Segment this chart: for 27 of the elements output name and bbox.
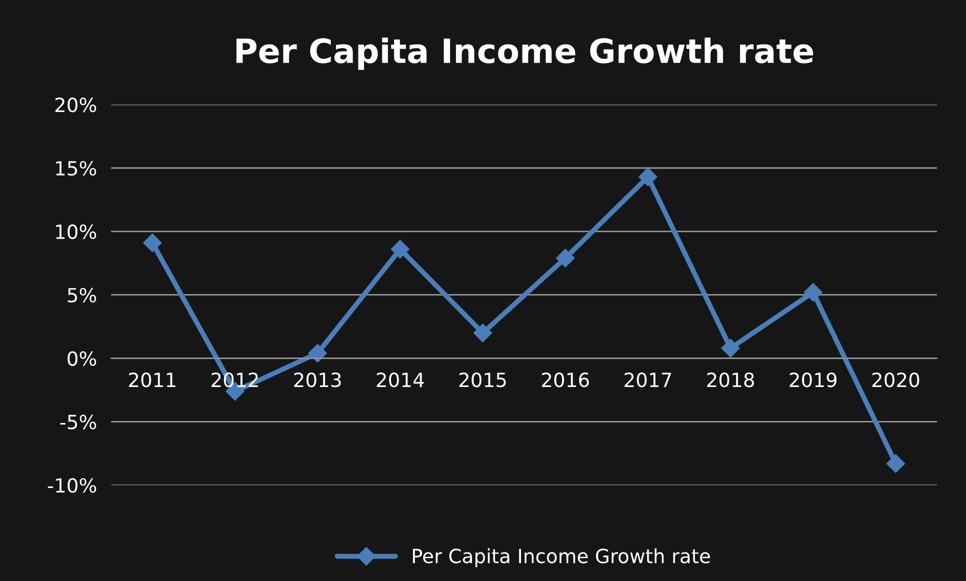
x-tick-label: 2014 bbox=[376, 372, 424, 388]
y-tick-label: -10% bbox=[48, 478, 96, 493]
point bbox=[638, 168, 658, 186]
x-tick-label: 2019 bbox=[790, 372, 837, 388]
point bbox=[473, 324, 492, 342]
point bbox=[886, 454, 906, 473]
x-tick-label: 2013 bbox=[294, 372, 341, 388]
point bbox=[804, 282, 822, 302]
legend-label: Per Capita Income Growth rate bbox=[412, 548, 710, 568]
y-tick-label: 15% bbox=[56, 160, 96, 176]
x-tick-label: 2018 bbox=[707, 372, 754, 388]
point bbox=[556, 248, 575, 268]
x-tick-label: 2011 bbox=[129, 372, 176, 388]
y-tick-label: 10% bbox=[56, 224, 96, 240]
x-tick-label: 2016 bbox=[542, 372, 589, 388]
point bbox=[308, 344, 327, 363]
chart-title: Per Capita Income Growth rate bbox=[236, 38, 814, 70]
point bbox=[143, 233, 162, 252]
y-tick-label: 5% bbox=[68, 288, 96, 303]
x-tick-label: 2015 bbox=[459, 372, 506, 388]
x-tick-label: 2017 bbox=[624, 372, 672, 388]
x-tick-label: 2020 bbox=[872, 372, 920, 388]
y-tick-label: 0% bbox=[68, 351, 96, 366]
y-tick-label: -5% bbox=[60, 414, 96, 430]
point bbox=[390, 240, 410, 259]
y-tick-label: 20% bbox=[55, 98, 96, 112]
point bbox=[721, 338, 740, 358]
